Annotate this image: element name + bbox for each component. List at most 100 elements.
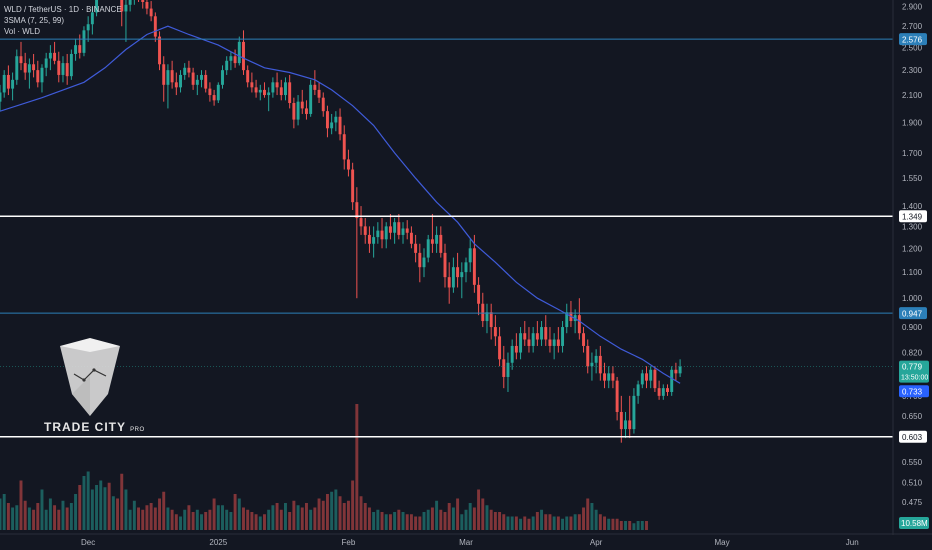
volume-bar xyxy=(195,509,199,530)
volume-bar xyxy=(279,509,283,530)
candle-body xyxy=(552,339,556,346)
volume-bar xyxy=(355,404,359,530)
candle-body xyxy=(401,228,405,235)
volume-bar xyxy=(19,480,23,530)
candle-body xyxy=(304,108,308,114)
volume-bar xyxy=(242,507,245,530)
candle-body xyxy=(141,0,145,2)
candle-body xyxy=(531,333,535,346)
candle-body xyxy=(376,230,380,238)
volume-bar xyxy=(325,494,329,530)
volume-bar xyxy=(145,505,149,530)
volume-bar xyxy=(493,512,497,530)
candle-body xyxy=(493,327,497,337)
candle-body xyxy=(19,56,23,64)
volume-bar xyxy=(11,507,15,530)
logo-brand: TRADE CITY xyxy=(44,420,126,434)
volume-bar xyxy=(300,507,304,530)
candle-body xyxy=(556,339,560,346)
candle-body xyxy=(535,333,539,340)
volume-tag-label: 10.58M xyxy=(901,519,928,528)
volume-bar xyxy=(292,500,296,530)
candle-body xyxy=(166,70,170,85)
volume-bar xyxy=(582,507,586,530)
candle-body xyxy=(666,388,669,392)
volume-bar xyxy=(15,505,19,530)
candle-body xyxy=(187,67,191,73)
volume-bar xyxy=(296,505,300,530)
volume-bar xyxy=(334,489,338,530)
volume-bar xyxy=(128,509,132,530)
volume-bar xyxy=(6,503,10,530)
candle-body xyxy=(657,388,661,396)
price-tick-label: 1.550 xyxy=(902,174,923,183)
volume-bar xyxy=(187,505,191,530)
candle-body xyxy=(69,53,73,77)
volume-bar xyxy=(367,507,371,530)
candle-body xyxy=(456,267,460,278)
volume-bar xyxy=(57,509,61,530)
candle-body xyxy=(544,327,548,340)
volume-bar xyxy=(237,498,241,530)
candlesticks xyxy=(0,0,682,443)
candle-body xyxy=(317,89,321,98)
volume-bar xyxy=(502,514,506,530)
symbol-label[interactable]: WLD / TetherUS · 1D · BINANCE xyxy=(4,5,122,14)
candle-body xyxy=(628,420,632,430)
candle-body xyxy=(594,355,598,363)
volume-bar xyxy=(69,503,73,530)
volume-bar xyxy=(149,503,153,530)
candle-body xyxy=(582,333,586,346)
volume-bar xyxy=(74,494,78,530)
candle-body xyxy=(636,384,640,396)
price-tick-label: 2.100 xyxy=(902,91,923,100)
volume-bar xyxy=(317,498,321,530)
candle-body xyxy=(95,0,99,13)
volume-bars xyxy=(0,404,648,530)
time-tick-label: Apr xyxy=(590,538,603,547)
ma-indicator-label[interactable]: 3SMA (7, 25, 99) xyxy=(4,16,65,25)
candle-body xyxy=(191,72,195,85)
candle-body xyxy=(145,2,149,9)
candle-body xyxy=(204,74,208,89)
volume-indicator-label[interactable]: Vol · WLD xyxy=(4,27,41,36)
volume-bar xyxy=(447,503,451,530)
candle-body xyxy=(74,45,78,54)
candle-body xyxy=(498,336,502,360)
volume-bar xyxy=(338,496,342,530)
volume-bar xyxy=(414,516,418,530)
candle-body xyxy=(263,89,266,96)
candle-body xyxy=(397,222,401,235)
candle-body xyxy=(288,82,292,103)
candle-body xyxy=(451,267,455,288)
candle-body xyxy=(23,63,27,73)
candle-body xyxy=(426,239,430,258)
volume-bar xyxy=(443,512,447,530)
volume-bar xyxy=(86,471,90,530)
candle-body xyxy=(208,88,212,96)
volume-bar xyxy=(540,509,544,530)
volume-bar xyxy=(32,509,36,530)
candle-body xyxy=(405,228,409,233)
candle-body xyxy=(48,52,52,59)
time-tick-label: Jun xyxy=(846,538,859,547)
candle-body xyxy=(653,369,657,389)
candle-body xyxy=(514,345,518,353)
candle-body xyxy=(346,159,350,170)
volume-bar xyxy=(590,503,594,530)
volume-bar xyxy=(409,514,413,530)
volume-bar xyxy=(472,507,476,530)
volume-bar xyxy=(561,518,565,530)
candle-body xyxy=(607,373,611,381)
price-tick-label: 0.475 xyxy=(902,498,923,507)
volume-bar xyxy=(477,489,481,530)
volume-bar xyxy=(510,516,514,530)
candle-body xyxy=(527,339,531,346)
volume-bar xyxy=(53,505,57,530)
candle-body xyxy=(502,359,506,377)
candle-body xyxy=(468,248,472,263)
volume-bar xyxy=(397,509,401,530)
candle-body xyxy=(57,60,61,75)
volume-bar xyxy=(430,507,434,530)
